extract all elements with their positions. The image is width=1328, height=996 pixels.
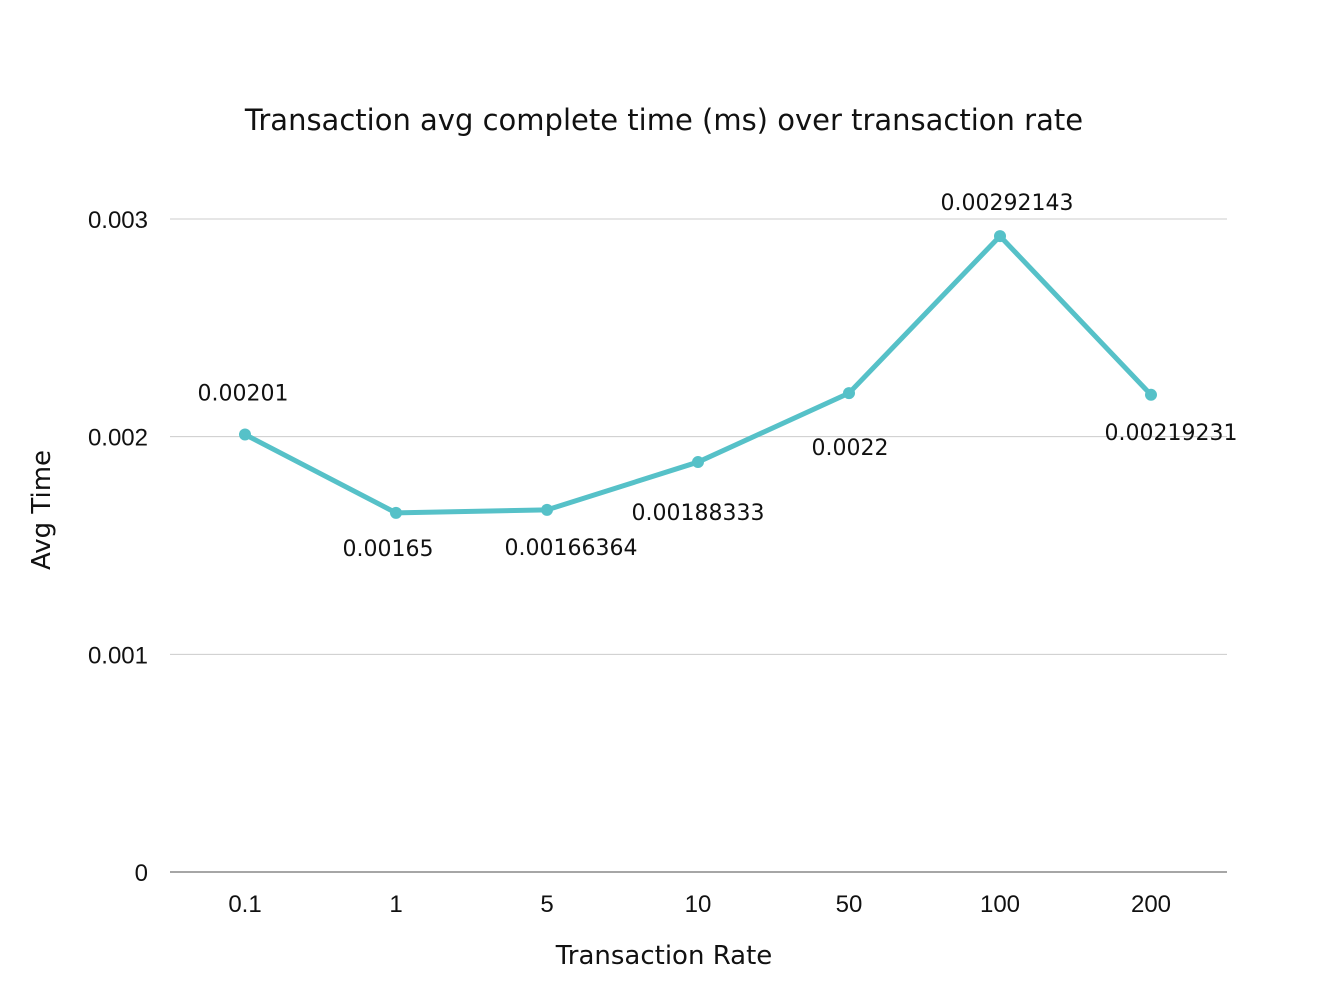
data-point	[994, 230, 1006, 243]
y-tick-label: 0.001	[88, 642, 148, 669]
data-label: 0.00201	[198, 381, 289, 406]
data-label: 0.00165	[343, 537, 434, 562]
x-tick-label: 5	[540, 891, 553, 918]
chart-title: Transaction avg complete time (ms) over …	[244, 103, 1083, 137]
y-tick-label: 0.002	[88, 425, 148, 452]
gridlines	[170, 218, 1227, 873]
y-tick-labels: 0 0.001 0.002 0.003	[88, 207, 148, 887]
data-point	[541, 503, 553, 516]
data-label: 0.00166364	[505, 536, 638, 561]
data-point	[1145, 388, 1157, 401]
data-labels: 0.00201 0.00165 0.00166364 0.00188333 0.0022…	[198, 191, 1238, 562]
y-tick-label: 0.003	[88, 207, 148, 234]
x-tick-label: 1	[389, 891, 402, 918]
x-tick-label: 0.1	[228, 891, 261, 918]
data-label: 0.0022	[812, 436, 889, 461]
x-tick-label: 100	[980, 891, 1020, 918]
series-line-group	[242, 233, 1154, 516]
y-tick-label: 0	[135, 860, 148, 887]
data-point	[692, 456, 704, 469]
x-tick-label: 200	[1131, 891, 1171, 918]
data-label: 0.00188333	[632, 501, 765, 526]
y-axis-title: Avg Time	[27, 450, 57, 570]
x-axis-title: Transaction Rate	[555, 941, 773, 971]
data-point	[239, 428, 251, 441]
data-label: 0.00219231	[1105, 421, 1238, 446]
data-point	[843, 387, 855, 400]
data-points	[239, 230, 1157, 519]
x-tick-label: 10	[685, 891, 712, 918]
x-tick-labels: 0.1 1 5 10 50 100 200	[228, 891, 1171, 918]
data-point	[390, 506, 402, 519]
series-line	[242, 233, 1154, 516]
x-tick-label: 50	[836, 891, 863, 918]
data-label: 0.00292143	[941, 191, 1074, 216]
